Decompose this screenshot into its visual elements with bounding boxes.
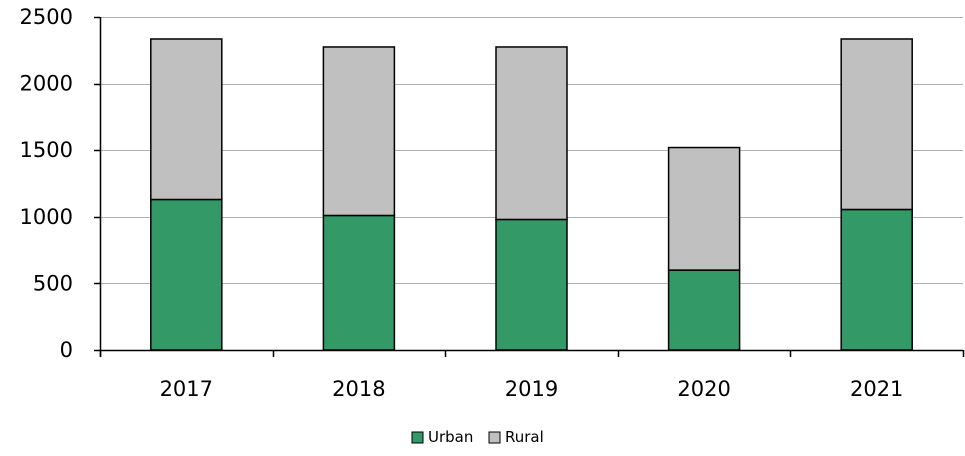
axes [94,16,965,357]
bar-rural-2017 [150,38,223,201]
x-tick-label: 2021 [850,377,903,401]
bar-urban-2021 [840,208,913,351]
x-tick-labels: 2017 2018 2019 2020 2021 [160,377,904,401]
bar-urban-2017 [150,198,223,351]
bar-urban-2018 [322,214,396,351]
legend-swatch-urban [411,431,424,444]
y-tick-label: 1000 [20,205,73,229]
bar-rural-2018 [322,46,396,217]
bars [150,38,913,351]
bar-rural-2020 [667,146,741,271]
bar-urban-2020 [667,269,741,351]
legend-label-rural: Rural [505,428,544,446]
bar-rural-2021 [840,38,913,211]
bar-rural-2019 [495,46,568,221]
legend: Urban Rural [411,428,544,446]
y-tick-label: 0 [60,338,73,362]
y-tick-label: 500 [33,271,73,295]
legend-swatch-rural [488,431,501,444]
y-tick-labels: 0 500 1000 1500 2000 2500 [20,5,73,362]
y-tick-label: 2000 [20,72,73,96]
legend-label-urban: Urban [428,428,473,446]
y-tick-label: 2500 [20,5,73,29]
x-tick-label: 2019 [505,377,558,401]
x-tick-label: 2018 [332,377,385,401]
bar-urban-2019 [495,218,568,351]
x-tick-label: 2020 [677,377,730,401]
x-tick-label: 2017 [160,377,213,401]
y-tick-label: 1500 [20,138,73,162]
